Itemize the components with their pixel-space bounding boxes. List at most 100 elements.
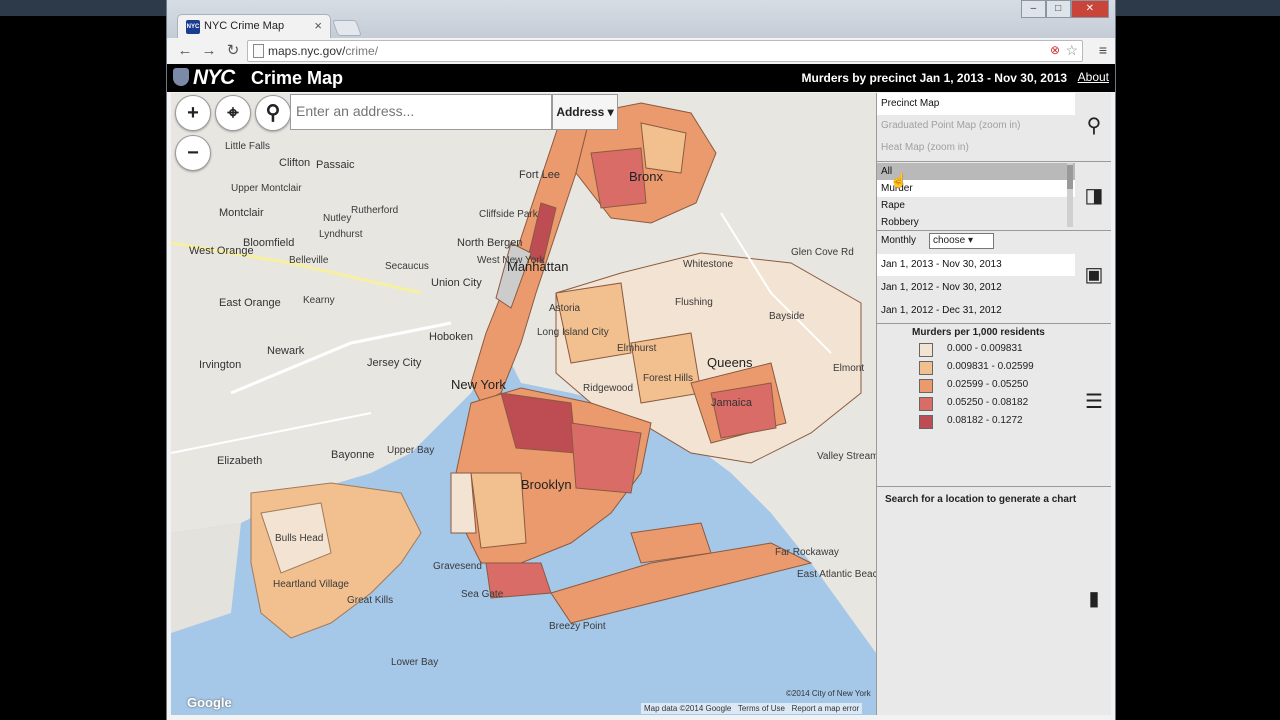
map-label: Elmhurst [617, 343, 657, 354]
window-controls: – □ ✕ [1021, 0, 1109, 18]
map-label: Cliffside Park [479, 209, 538, 220]
map-label: Fort Lee [519, 169, 560, 181]
map-label: Irvington [199, 359, 242, 371]
restore-button[interactable]: □ [1045, 0, 1071, 18]
date-range-2013[interactable]: Jan 1, 2013 - Nov 30, 2013 [877, 254, 1075, 276]
map-label: Jamaica [711, 397, 752, 409]
map-attribution: Map data ©2014 Google Terms of Use Repor… [641, 703, 863, 714]
back-button[interactable]: ← [177, 42, 193, 59]
map-label: Hoboken [429, 331, 474, 343]
map-label: Lyndhurst [319, 229, 363, 240]
tab-strip: NYC gov NYC Crime Map × – □ ✕ [167, 0, 1115, 44]
map-label: West New York [477, 255, 545, 266]
zoom-out-button[interactable]: − [175, 135, 211, 171]
tab-title: NYC Crime Map [204, 20, 285, 32]
map-label: Gravesend [433, 561, 482, 572]
about-link[interactable]: About [1077, 70, 1109, 84]
map-label: Bulls Head [275, 533, 324, 544]
address-input[interactable] [294, 95, 550, 127]
chart-hint: Search for a location to generate a char… [885, 494, 1077, 505]
terms-link[interactable]: Terms of Use [737, 704, 785, 713]
legend-title: Murders per 1,000 residents [912, 327, 1045, 338]
reload-button[interactable]: ↻ [226, 42, 240, 59]
map-data-text: Map data ©2014 Google [644, 704, 732, 713]
category-all[interactable]: All [877, 163, 1075, 180]
period-select[interactable]: choose ▾ [929, 233, 994, 249]
map-label: Manhattan [507, 259, 569, 274]
search-button[interactable]: ⚲ [255, 95, 291, 131]
legend-swatch [919, 361, 933, 375]
tag-icon: ◨ [1084, 185, 1104, 207]
browser-menu-icon[interactable]: ≡ [1098, 42, 1107, 58]
map-label: Bronx [629, 169, 663, 184]
map-label: Newark [267, 345, 305, 357]
tab-close-icon[interactable]: × [314, 18, 322, 33]
scrollbar-thumb[interactable] [1067, 165, 1073, 189]
forward-button[interactable]: → [201, 42, 217, 59]
map-label: Passaic [316, 159, 355, 171]
category-section: All Murder Rape Robbery ◨ ☝ [877, 161, 1111, 231]
mouse-cursor-icon: ☝ [890, 172, 908, 188]
map-label: Kearny [303, 295, 335, 306]
legend-swatch [919, 415, 933, 429]
map-label: Little Falls [225, 141, 271, 152]
legend-swatch [919, 379, 933, 393]
address-bar[interactable]: maps.nyc.gov/crime/ ⊗ ☆ [247, 40, 1083, 62]
address-search-box [290, 94, 552, 130]
map-label: Jersey City [367, 357, 422, 369]
map-label: Great Kills [347, 595, 394, 606]
app-header: NYC Crime Map Murders by precinct Jan 1,… [167, 64, 1115, 92]
category-rape[interactable]: Rape [881, 200, 905, 211]
close-window-button[interactable]: ✕ [1070, 0, 1109, 18]
category-robbery[interactable]: Robbery [881, 217, 919, 228]
map-label: North Bergen [457, 237, 523, 249]
map-label: Upper Montclair [231, 183, 302, 194]
date-section: Monthly choose ▾ Jan 1, 2013 - Nov 30, 2… [877, 230, 1111, 324]
map-label: Upper Bay [387, 445, 435, 456]
map-label: Montclair [219, 207, 264, 219]
date-range-2012-dec[interactable]: Jan 1, 2012 - Dec 31, 2012 [881, 305, 1002, 316]
map-label: Elizabeth [217, 455, 263, 467]
map-label: Sea Gate [461, 589, 504, 600]
map-label: Heartland Village [273, 579, 349, 590]
locate-me-button[interactable]: ⌖ [215, 95, 251, 131]
map-label: Flushing [675, 297, 713, 308]
zoom-in-button[interactable]: + [175, 95, 211, 131]
map-label: East Atlantic Beach [797, 569, 876, 580]
bookmark-star-icon[interactable]: ☆ [1065, 42, 1078, 58]
url-text: maps.nyc.gov/crime/ [268, 44, 379, 58]
nyc-favicon-icon: NYC gov [186, 20, 200, 44]
map-label: Rutherford [351, 205, 399, 216]
map-label: Ridgewood [583, 383, 634, 394]
map-label: Belleville [289, 255, 329, 266]
crime-map[interactable]: + ⌖ ⚲ − Address ▾ Little Falls Clifton P… [171, 93, 876, 715]
map-label: Bayside [769, 311, 805, 322]
map-type-heat[interactable]: Heat Map (zoom in) [881, 142, 969, 153]
list-icon: ☰ [1085, 391, 1103, 413]
map-label: Elmont [833, 363, 865, 374]
app-title: Crime Map [251, 68, 344, 88]
category-murder[interactable]: Murder [877, 180, 1075, 197]
period-label: Monthly [881, 235, 917, 246]
browser-tab[interactable]: NYC gov NYC Crime Map × [177, 14, 331, 44]
map-type-graduated-point[interactable]: Graduated Point Map (zoom in) [881, 120, 1021, 131]
date-range-2012-nov[interactable]: Jan 1, 2012 - Nov 30, 2012 [881, 282, 1002, 293]
map-type-precinct[interactable]: Precinct Map [877, 93, 1075, 115]
minimize-button[interactable]: – [1021, 0, 1046, 18]
map-label: Clifton [279, 157, 311, 169]
page-icon [253, 44, 264, 58]
google-logo: Google [187, 695, 232, 710]
report-error-link[interactable]: Report a map error [791, 704, 860, 713]
legend-section: Murders per 1,000 residents 0.000 - 0.00… [877, 323, 1111, 487]
bar-chart-icon: ▮ [1088, 588, 1100, 610]
address-type-dropdown[interactable]: Address ▾ [552, 94, 618, 130]
map-subtitle: Murders by precinct Jan 1, 2013 - Nov 30… [801, 71, 1067, 85]
category-scrollbar[interactable] [1067, 163, 1073, 227]
map-label: Whitestone [683, 259, 734, 270]
new-tab-button[interactable] [332, 20, 362, 36]
map-label: Queens [707, 355, 753, 370]
blocked-extension-icon[interactable]: ⊗ [1049, 43, 1060, 57]
map-label: Forest Hills [643, 373, 694, 384]
map-canvas [171, 93, 876, 653]
map-type-section: Precinct Map Graduated Point Map (zoom i… [877, 93, 1111, 162]
